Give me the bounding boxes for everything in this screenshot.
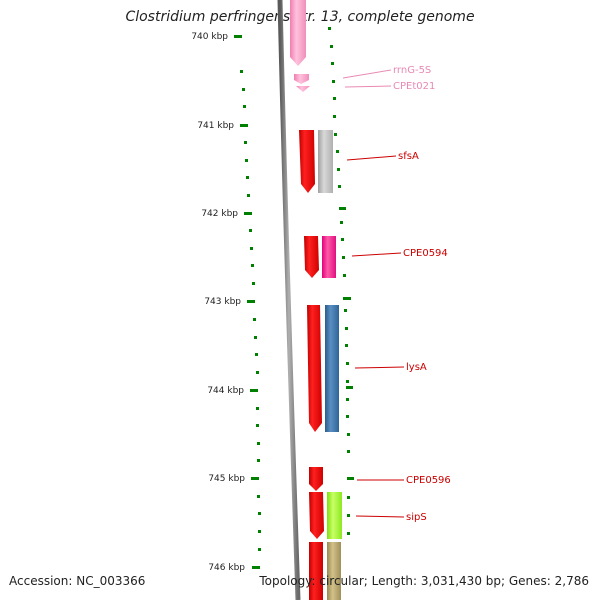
ortholog-sipS [327,492,342,539]
tick-label-740: 740 kbp [191,32,228,42]
label-CPEt021[interactable]: CPEt021 [393,81,435,92]
ortholog-bottom [327,542,341,600]
gene-lysA[interactable] [307,305,322,432]
rna-feature-CPEt021[interactable] [296,86,310,92]
topology-text: Topology: circular; Length: 3,031,430 bp… [259,574,589,588]
feature-labels: rrnG-5S CPEt021 sfsA CPE0594 lysA CPE059… [342,65,451,523]
tick-label-745: 745 kbp [208,474,245,484]
gene-sfsA[interactable] [299,130,315,193]
tick-marks [234,27,354,569]
tick-label-746: 746 kbp [208,563,245,573]
rna-feature-top[interactable] [290,0,306,66]
gene-bottom[interactable] [309,542,323,600]
label-lysA[interactable]: lysA [406,362,427,373]
tick-label-741: 741 kbp [197,121,234,131]
label-sfsA[interactable]: sfsA [398,151,419,162]
tick-label-742: 742 kbp [201,209,238,219]
ortholog-lysA [325,305,339,432]
gene-sipS[interactable] [309,492,324,539]
rna-feature-rrnG-5S[interactable] [294,74,309,84]
features-track [290,0,342,600]
ortholog-sfsA [318,130,333,193]
tick-label-743: 743 kbp [204,297,241,307]
label-CPE0596[interactable]: CPE0596 [406,475,451,486]
ortholog-CPE0594 [322,236,336,278]
gene-CPE0594[interactable] [304,236,319,278]
label-CPE0594[interactable]: CPE0594 [403,248,448,259]
gene-CPE0596[interactable] [309,467,323,491]
position-axis: 740 kbp 741 kbp 742 kbp 743 kbp 744 kbp … [191,27,354,573]
chromosome-backbone [277,0,301,600]
label-rrnG-5S[interactable]: rrnG-5S [393,65,431,76]
label-sipS[interactable]: sipS [406,512,427,523]
accession-text: Accession: NC_003366 [9,574,146,588]
tick-label-744: 744 kbp [207,386,244,396]
